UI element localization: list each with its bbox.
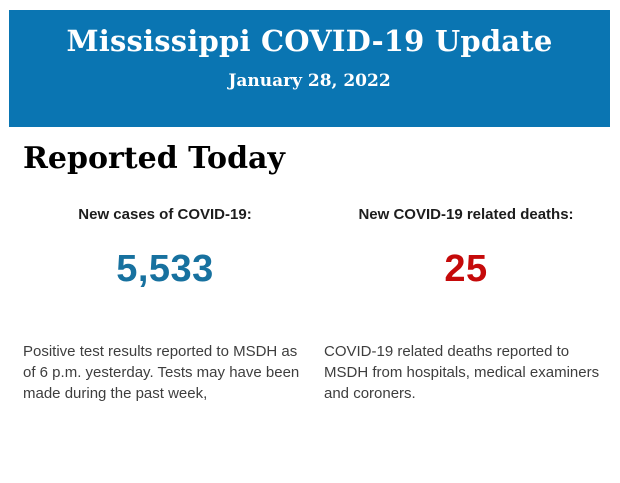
report-date: January 28, 2022 xyxy=(228,71,391,91)
deaths-column: New COVID-19 related deaths: 25 COVID-19… xyxy=(324,205,608,404)
deaths-label: New COVID-19 related deaths: xyxy=(358,206,574,223)
deaths-value: 25 xyxy=(444,248,488,290)
page-title: Mississippi COVID-19 Update xyxy=(66,24,553,58)
deaths-description: COVID-19 related deaths reported to MSDH… xyxy=(324,343,600,402)
cases-value: 5,533 xyxy=(116,248,214,290)
cases-description: Positive test results reported to MSDH a… xyxy=(23,343,300,402)
section-heading-reported-today: Reported Today xyxy=(23,141,285,176)
header-banner: Mississippi COVID-19 Update January 28, … xyxy=(9,10,610,127)
cases-label: New cases of COVID-19: xyxy=(78,206,252,223)
cases-column: New cases of COVID-19: 5,533 Positive te… xyxy=(23,205,307,404)
